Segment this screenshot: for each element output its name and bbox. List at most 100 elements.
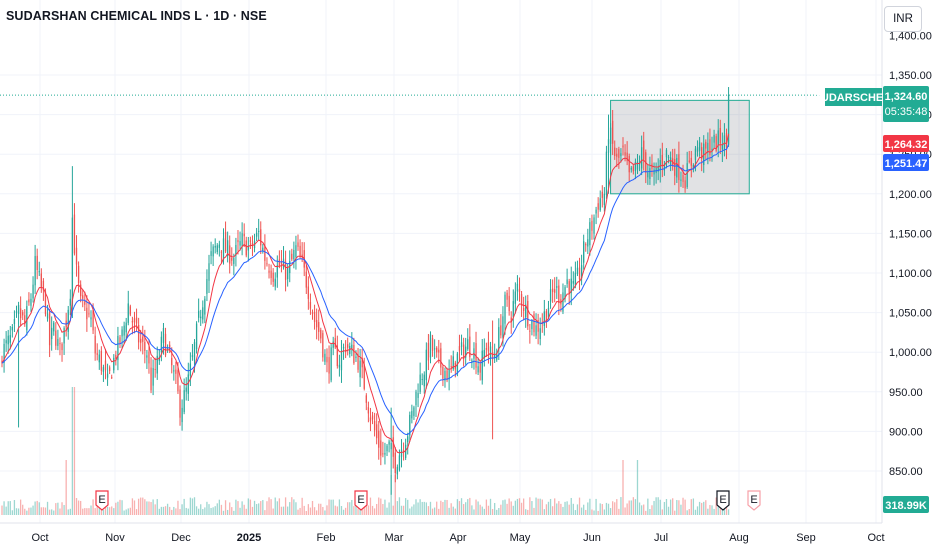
candle-body (578, 267, 581, 279)
candle-body (419, 374, 421, 392)
volume-bar (620, 497, 622, 515)
candle-body (628, 155, 630, 173)
candle-body (636, 161, 639, 170)
candle-body (224, 231, 227, 252)
price-tick-label: 1,350.00 (889, 70, 932, 82)
candle-body (148, 351, 150, 364)
candle-body (142, 336, 144, 342)
volume-bar (71, 387, 74, 515)
volume-bar (568, 504, 570, 515)
candle-body (458, 346, 461, 351)
volume-bar (622, 460, 624, 515)
candle-body (533, 313, 535, 333)
candle-body (392, 437, 394, 457)
price-tick-label: 900.00 (889, 426, 923, 438)
ema-fast-value: 1,264.32 (885, 139, 928, 151)
volume-bar (570, 497, 572, 515)
candle-body (140, 338, 142, 343)
candle-body (299, 245, 301, 257)
volume-bar (390, 475, 392, 515)
volume-bar (198, 508, 200, 515)
candle-body (338, 364, 341, 368)
volume-bar (135, 509, 138, 515)
volume-bar (7, 501, 9, 515)
volume-bar (415, 499, 417, 515)
candle-body (572, 281, 574, 284)
volume-bar (166, 503, 169, 515)
volume-bar (53, 510, 55, 515)
currency-button[interactable]: INR (884, 6, 922, 32)
candle-body (249, 240, 252, 242)
earnings-marker[interactable]: E (716, 490, 730, 511)
volume-bar (309, 507, 312, 515)
candle-body (195, 323, 198, 350)
candle-body (471, 360, 473, 362)
candle-body (336, 345, 338, 367)
candle-body (469, 336, 471, 358)
earnings-marker[interactable]: E (95, 490, 109, 511)
candle-body (547, 307, 550, 318)
candle-body (198, 310, 200, 318)
price-tick-label: 950.00 (889, 387, 923, 399)
candle-body (367, 407, 370, 414)
candle-body (601, 191, 603, 198)
earnings-marker-shape (716, 490, 730, 511)
candle-body (496, 352, 498, 360)
volume-bar (686, 510, 688, 515)
volume-bar (307, 504, 310, 515)
candle-body (411, 411, 413, 419)
volume-bar (630, 500, 632, 515)
candle-body (3, 343, 5, 363)
candle-body (709, 139, 711, 156)
candle-body (386, 445, 388, 452)
candle-body (284, 261, 287, 280)
volume-bar (469, 497, 471, 515)
volume-bar (504, 499, 506, 515)
candle-body (465, 346, 467, 358)
candle-body (398, 455, 401, 470)
candle-body (7, 335, 9, 345)
volume-bar (394, 475, 396, 515)
candle-body (489, 346, 492, 359)
volume-bar (212, 507, 214, 515)
candle-body (111, 377, 113, 379)
volume-bar (535, 497, 537, 515)
candle-body (446, 370, 448, 381)
candle-body (591, 220, 593, 231)
earnings-marker[interactable]: E (354, 490, 368, 511)
volume-bar (433, 507, 436, 515)
candle-body (164, 333, 167, 356)
volume-bar (477, 501, 479, 515)
candle-body (297, 242, 299, 247)
volume-bar (651, 505, 653, 515)
candle-body (599, 198, 601, 211)
candle-body (549, 289, 552, 302)
volume-bar (514, 500, 517, 515)
candle-body (287, 268, 289, 280)
candle-body (520, 294, 523, 306)
volume-bar (678, 500, 680, 515)
candle-body (154, 368, 156, 370)
candle-body (357, 354, 359, 370)
candle-body (332, 341, 334, 348)
volume-bar (315, 510, 318, 515)
time-tick-label: May (510, 532, 531, 544)
countdown-label: 05:35:48 (885, 106, 928, 118)
candle-body (330, 347, 332, 381)
candle-body (231, 257, 233, 261)
volume-bar (177, 500, 179, 515)
volume-bar (427, 506, 430, 515)
volume-bar (193, 497, 196, 515)
candle-body (15, 311, 18, 313)
volume-bar (311, 500, 314, 515)
volume-bar (384, 499, 386, 515)
candle-body (187, 374, 189, 394)
volume-bars (1, 387, 730, 515)
volume-bar (77, 500, 80, 515)
volume-bar (578, 497, 581, 515)
candle-body (237, 240, 239, 243)
volume-bar (258, 503, 260, 515)
candle-body (1, 360, 3, 364)
earnings-marker[interactable]: E (747, 490, 761, 511)
